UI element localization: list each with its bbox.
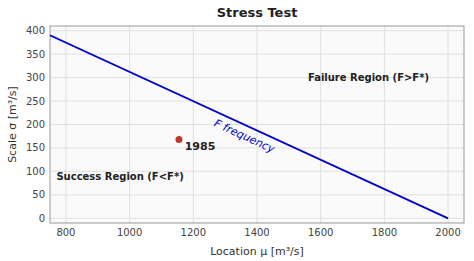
annotation: Success Region (F<F*) bbox=[56, 171, 183, 182]
title: Stress Test bbox=[217, 5, 298, 20]
annotation: F frequency bbox=[212, 117, 277, 156]
tick-label: 1200 bbox=[181, 227, 206, 238]
y-axis-label: Scale σ [m³/s] bbox=[6, 86, 19, 163]
tick-label: 400 bbox=[26, 25, 45, 36]
marks bbox=[50, 35, 448, 218]
grid-line bbox=[50, 54, 464, 55]
grid-line bbox=[50, 124, 464, 125]
annotation: Failure Region (F>F*) bbox=[308, 72, 429, 83]
grid-line bbox=[50, 194, 464, 195]
tick-label: 50 bbox=[32, 189, 45, 200]
tick-label: 100 bbox=[26, 166, 45, 177]
tick-label: 250 bbox=[26, 96, 45, 107]
line bbox=[50, 35, 448, 218]
grid-line bbox=[50, 30, 464, 31]
tick-label: 800 bbox=[56, 227, 75, 238]
grid-line bbox=[50, 101, 464, 102]
annotation: 1985 bbox=[185, 140, 216, 153]
tick-label: 1400 bbox=[244, 227, 269, 238]
tick-label: 300 bbox=[26, 72, 45, 83]
plot-area bbox=[50, 26, 464, 223]
tick-label: 1600 bbox=[308, 227, 333, 238]
tick-label: 0 bbox=[39, 213, 45, 224]
plot-frame bbox=[50, 26, 464, 223]
tick-label: 1800 bbox=[372, 227, 397, 238]
grid-line bbox=[50, 218, 464, 219]
background bbox=[0, 0, 474, 261]
tick-label: 2000 bbox=[435, 227, 460, 238]
x-axis-label: Location μ [m³/s] bbox=[210, 245, 304, 258]
point bbox=[175, 136, 182, 143]
tick-label: 1000 bbox=[117, 227, 142, 238]
tick-label: 350 bbox=[26, 49, 45, 60]
tick-label: 150 bbox=[26, 142, 45, 153]
tick-label: 200 bbox=[26, 119, 45, 130]
